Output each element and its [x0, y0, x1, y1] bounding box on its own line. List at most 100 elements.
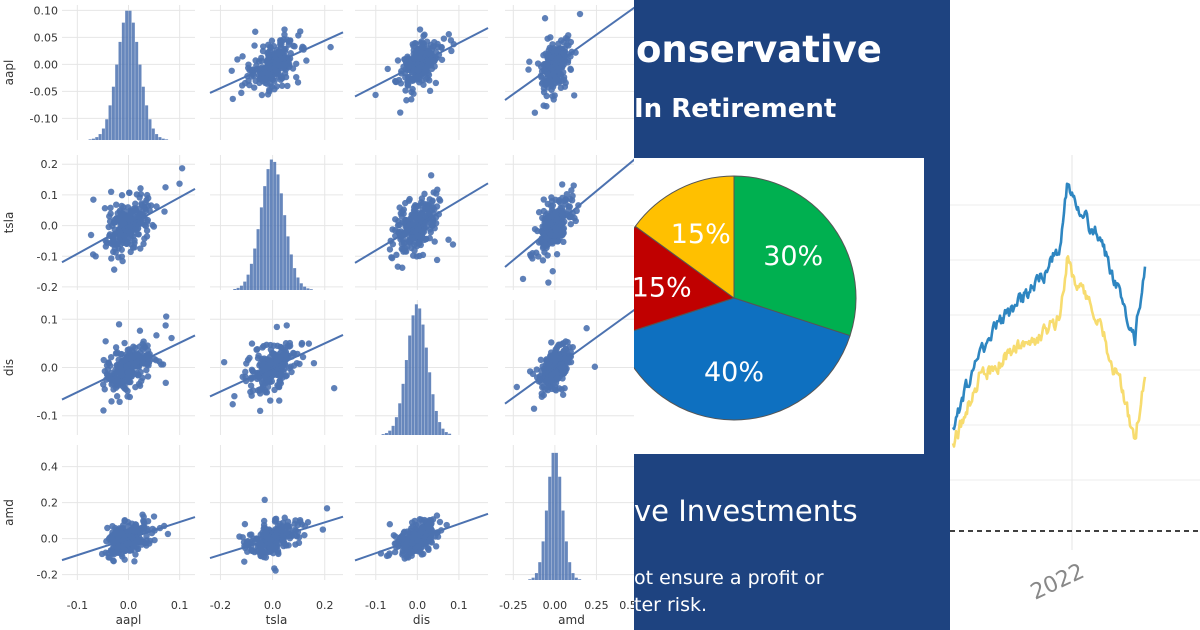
- regression-line: [354, 182, 489, 264]
- y-tick-label: 0.1: [41, 313, 59, 326]
- histogram-bar: [438, 422, 442, 435]
- y-tick-label: 0.2: [41, 497, 59, 510]
- scatter-point: [274, 371, 281, 379]
- y-axis-label: tsla: [2, 212, 16, 234]
- scatter-point: [107, 353, 115, 361]
- scatter-point: [163, 313, 170, 320]
- histogram-bar: [534, 573, 538, 580]
- histogram-bar: [243, 281, 247, 290]
- scatter-point: [92, 253, 99, 260]
- time-series-chart: 2022: [950, 0, 1200, 630]
- scatter-point: [220, 358, 228, 366]
- panel-tsla-vs-dis: [354, 155, 489, 290]
- scatter-point: [128, 208, 135, 216]
- scatter-point: [243, 360, 250, 367]
- histogram-bar: [394, 417, 398, 435]
- histogram-bar: [289, 254, 293, 290]
- scatter-point: [139, 346, 146, 353]
- scatter-point: [123, 214, 131, 222]
- panel-dis-vs-aapl: [61, 300, 196, 435]
- pie-slice-label: 15%: [671, 219, 731, 250]
- scatter-point: [228, 67, 235, 74]
- scatter-point: [400, 240, 408, 247]
- scatter-point: [132, 200, 139, 207]
- histogram-bar: [411, 315, 415, 435]
- x-tick-label: -0.2: [210, 599, 231, 612]
- scatter-point: [560, 50, 567, 57]
- scatter-point: [540, 52, 547, 59]
- histogram-bar: [306, 288, 310, 290]
- scatter-point: [416, 26, 424, 33]
- scatter-point: [124, 239, 131, 247]
- scatter-point: [293, 60, 300, 67]
- scatter-point: [115, 321, 123, 328]
- scatter-point: [271, 386, 278, 394]
- scatter-point: [409, 523, 416, 530]
- scatter-point: [542, 386, 549, 393]
- scatter-point: [105, 359, 112, 367]
- histogram-bar: [276, 174, 280, 290]
- scatter-point: [144, 361, 151, 368]
- histogram-bar: [558, 476, 562, 580]
- scatter-point: [258, 54, 265, 62]
- scatter-point: [271, 516, 279, 523]
- scatter-point: [108, 398, 115, 405]
- scatter-point: [529, 370, 537, 378]
- histogram-bar: [441, 428, 445, 435]
- scatter-point: [114, 377, 121, 384]
- scatter-point: [132, 383, 139, 391]
- scatter-point: [263, 389, 271, 396]
- scatter-point: [168, 334, 175, 342]
- x-tick-label: -0.1: [67, 599, 88, 612]
- histogram-bar: [391, 425, 395, 435]
- histogram-bar: [148, 119, 152, 140]
- slide-disclaimer-line-1: ot ensure a profit or: [634, 567, 824, 589]
- histogram-bar: [398, 403, 402, 435]
- x-tick-label: 0.0: [409, 599, 427, 612]
- scatter-point: [263, 371, 270, 378]
- scatter-point: [394, 57, 402, 64]
- scatter-point: [132, 521, 140, 529]
- panel-background: [355, 445, 488, 580]
- scatter-point: [427, 228, 434, 236]
- y-tick-label: 0.05: [34, 31, 59, 44]
- x-tick-label: 0.5: [619, 599, 637, 612]
- scatter-point: [267, 341, 274, 349]
- panel-amd-vs-tsla: [209, 445, 344, 580]
- scatter-point: [100, 407, 107, 414]
- scatter-point: [545, 279, 552, 286]
- pie-slice: [634, 297, 851, 421]
- scatter-point: [118, 192, 126, 199]
- scatter-point: [268, 37, 276, 44]
- scatter-point: [286, 63, 293, 70]
- scatter-point: [115, 254, 122, 261]
- scatter-point: [258, 91, 266, 99]
- scatter-point: [560, 238, 567, 246]
- scatter-point: [576, 10, 584, 18]
- scatter-point: [513, 383, 521, 391]
- scatter-point: [241, 520, 249, 528]
- histogram-bar: [408, 335, 412, 435]
- histogram-bar: [548, 476, 552, 580]
- panel-amd-vs-dis: [354, 445, 489, 580]
- scatter-point: [118, 357, 125, 365]
- scatter-point: [419, 200, 427, 207]
- scatter-point: [283, 372, 290, 379]
- scatter-point: [290, 42, 297, 50]
- scatter-point: [417, 49, 424, 56]
- scatter-point: [282, 350, 289, 358]
- scatter-point: [261, 496, 268, 504]
- scatter-point: [133, 536, 140, 543]
- histogram-bar: [434, 410, 438, 435]
- scatter-point: [293, 73, 300, 81]
- scatter-point: [103, 239, 110, 246]
- scatter-point: [436, 518, 444, 526]
- scatter-point: [559, 391, 567, 398]
- histogram-bar: [236, 287, 240, 290]
- scatter-point: [250, 535, 257, 542]
- scatter-point: [422, 539, 429, 547]
- regression-line: [61, 516, 196, 562]
- scatter-point: [110, 266, 118, 273]
- y-tick-label: -0.1: [37, 250, 58, 263]
- scatter-point: [87, 231, 95, 239]
